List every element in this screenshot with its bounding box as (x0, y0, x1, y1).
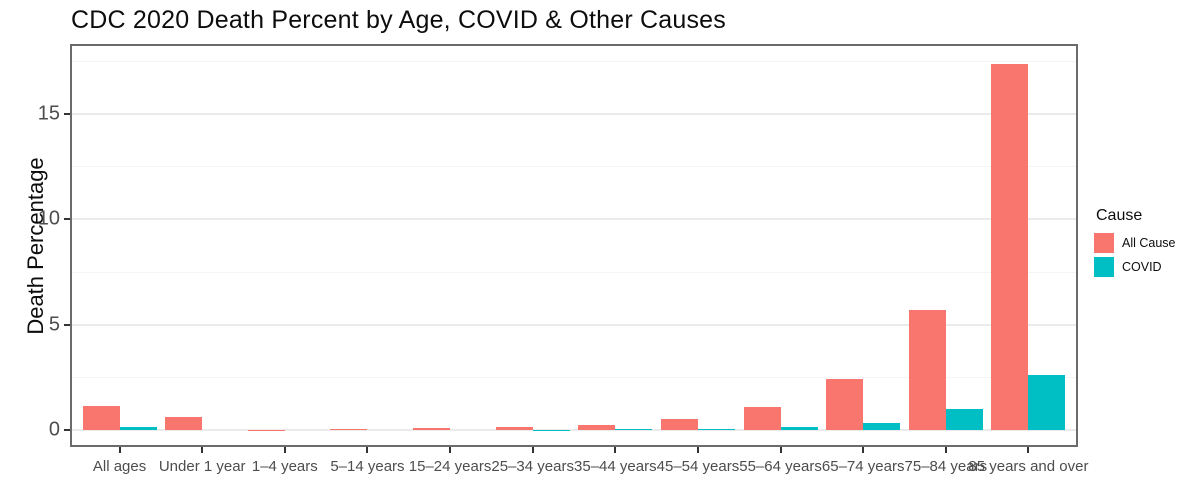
bar-covid (780, 427, 818, 431)
y-axis-tick-label: 5 (48, 313, 60, 336)
bar-all-cause (82, 405, 120, 431)
bar-covid (119, 426, 157, 431)
bar-covid (945, 409, 983, 431)
plot-panel (70, 44, 1078, 447)
legend: Cause All Cause COVID (1094, 207, 1176, 281)
bar-all-cause (165, 417, 203, 431)
bar-all-cause (743, 406, 781, 431)
y-axis-tick (64, 323, 70, 326)
x-axis-tick (862, 447, 865, 453)
legend-title: Cause (1096, 207, 1143, 224)
bar-all-cause (660, 419, 698, 431)
bar-all-cause (826, 379, 864, 431)
x-axis-tick (779, 447, 782, 453)
legend-label: All Cause (1122, 236, 1176, 250)
legend-item: COVID (1094, 257, 1176, 277)
x-axis-tick-label: 25–34 years (491, 458, 574, 475)
x-axis-tick (283, 447, 286, 453)
legend-item: All Cause (1094, 233, 1176, 253)
x-axis-tick (366, 447, 369, 453)
x-axis-tick-label: 75–84 years (904, 458, 988, 475)
x-axis-tick (696, 447, 699, 453)
y-axis-tick (64, 112, 70, 115)
bar-covid (615, 429, 653, 431)
legend-label: COVID (1122, 260, 1162, 274)
x-axis-tick-label: 85 years and over (968, 458, 1089, 475)
x-axis-tick-label: 35–44 years (574, 458, 657, 475)
x-axis-tick (449, 447, 452, 453)
x-axis-tick (201, 447, 204, 453)
bar-all-cause (495, 426, 533, 431)
x-axis-tick-label: 1–4 years (251, 458, 318, 475)
gridline-major (70, 112, 1078, 115)
y-axis-tick-label: 15 (37, 102, 60, 125)
bar-all-cause (413, 428, 451, 431)
bar-covid (697, 428, 735, 431)
bar-all-cause (908, 309, 946, 431)
x-axis-tick-label: 65–74 years (821, 458, 905, 475)
x-axis-tick-label: 55–64 years (739, 458, 822, 475)
bar-covid (863, 422, 901, 431)
x-axis-tick-label: 45–54 years (656, 458, 740, 475)
x-axis-tick (1027, 447, 1030, 453)
x-axis-tick-label: Under 1 year (158, 458, 246, 475)
x-axis-tick-label: 15–24 years (408, 458, 492, 475)
gridline-major (70, 323, 1078, 326)
legend-swatch (1094, 257, 1114, 277)
y-axis-tick (64, 218, 70, 221)
bar-all-cause (991, 64, 1029, 431)
x-axis-tick (614, 447, 617, 453)
bar-covid (1028, 375, 1066, 431)
x-axis-tick-label: 5–14 years (330, 458, 405, 475)
gridline-minor (70, 60, 1078, 62)
y-axis-tick (64, 429, 70, 432)
x-axis-tick (118, 447, 121, 453)
x-axis-tick (531, 447, 534, 453)
y-axis-tick-label: 10 (37, 207, 60, 230)
bar-all-cause (330, 429, 368, 431)
y-axis-tick-label: 0 (48, 418, 60, 441)
bar-all-cause (578, 425, 616, 431)
gridline-major (70, 218, 1078, 221)
gridline-minor (70, 377, 1078, 379)
x-axis-tick-label: All ages (92, 458, 147, 475)
chart-title: CDC 2020 Death Percent by Age, COVID & O… (71, 6, 726, 34)
gridline-major (70, 429, 1078, 432)
gridline-minor (70, 166, 1078, 168)
legend-swatch (1094, 233, 1114, 253)
gridline-minor (70, 271, 1078, 273)
x-axis-tick (944, 447, 947, 453)
